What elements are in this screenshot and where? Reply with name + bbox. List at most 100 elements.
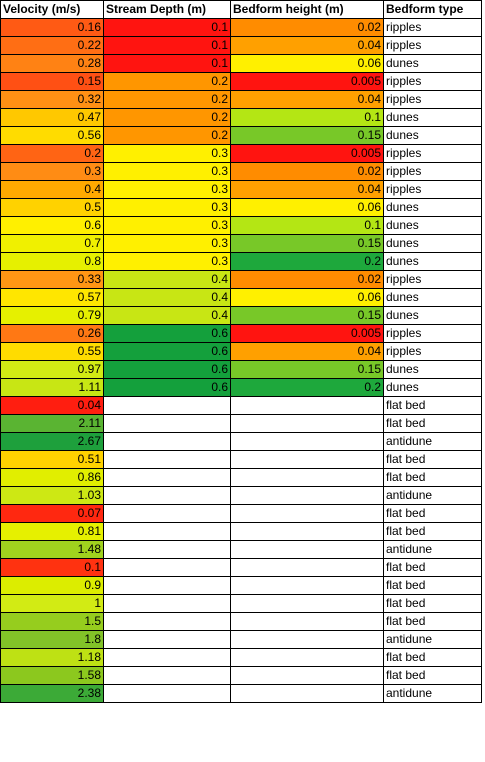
velocity-cell[interactable]: 1	[0, 594, 104, 613]
type-cell[interactable]: antidune	[383, 540, 482, 559]
header-bedform-height[interactable]: Bedform height (m)	[230, 0, 384, 19]
depth-cell[interactable]: 0.4	[103, 270, 231, 289]
depth-cell[interactable]: 0.3	[103, 216, 231, 235]
depth-cell[interactable]	[103, 450, 231, 469]
velocity-cell[interactable]: 1.58	[0, 666, 104, 685]
height-cell[interactable]: 0.005	[230, 144, 384, 163]
height-cell[interactable]: 0.2	[230, 378, 384, 397]
velocity-cell[interactable]: 0.32	[0, 90, 104, 109]
depth-cell[interactable]: 0.6	[103, 378, 231, 397]
velocity-cell[interactable]: 0.22	[0, 36, 104, 55]
velocity-cell[interactable]: 0.7	[0, 234, 104, 253]
height-cell[interactable]	[230, 396, 384, 415]
velocity-cell[interactable]: 0.3	[0, 162, 104, 181]
height-cell[interactable]: 0.04	[230, 180, 384, 199]
height-cell[interactable]: 0.02	[230, 162, 384, 181]
type-cell[interactable]: flat bed	[383, 612, 482, 631]
height-cell[interactable]	[230, 576, 384, 595]
velocity-cell[interactable]: 0.51	[0, 450, 104, 469]
velocity-cell[interactable]: 0.55	[0, 342, 104, 361]
velocity-cell[interactable]: 0.79	[0, 306, 104, 325]
type-cell[interactable]: dunes	[383, 288, 482, 307]
height-cell[interactable]: 0.005	[230, 324, 384, 343]
depth-cell[interactable]	[103, 666, 231, 685]
height-cell[interactable]	[230, 540, 384, 559]
depth-cell[interactable]: 0.3	[103, 198, 231, 217]
type-cell[interactable]: dunes	[383, 216, 482, 235]
velocity-cell[interactable]: 0.97	[0, 360, 104, 379]
depth-cell[interactable]: 0.1	[103, 18, 231, 37]
velocity-cell[interactable]: 0.26	[0, 324, 104, 343]
velocity-cell[interactable]: 0.47	[0, 108, 104, 127]
height-cell[interactable]	[230, 648, 384, 667]
height-cell[interactable]: 0.005	[230, 72, 384, 91]
depth-cell[interactable]: 0.1	[103, 36, 231, 55]
depth-cell[interactable]: 0.6	[103, 360, 231, 379]
type-cell[interactable]: ripples	[383, 36, 482, 55]
type-cell[interactable]: ripples	[383, 90, 482, 109]
velocity-cell[interactable]: 0.2	[0, 144, 104, 163]
type-cell[interactable]: antidune	[383, 432, 482, 451]
height-cell[interactable]	[230, 684, 384, 703]
velocity-cell[interactable]: 2.67	[0, 432, 104, 451]
height-cell[interactable]: 0.2	[230, 252, 384, 271]
height-cell[interactable]: 0.02	[230, 18, 384, 37]
velocity-cell[interactable]: 1.48	[0, 540, 104, 559]
type-cell[interactable]: ripples	[383, 180, 482, 199]
height-cell[interactable]: 0.06	[230, 198, 384, 217]
height-cell[interactable]	[230, 594, 384, 613]
type-cell[interactable]: ripples	[383, 72, 482, 91]
depth-cell[interactable]: 0.1	[103, 54, 231, 73]
height-cell[interactable]: 0.15	[230, 306, 384, 325]
depth-cell[interactable]: 0.6	[103, 324, 231, 343]
velocity-cell[interactable]: 1.11	[0, 378, 104, 397]
height-cell[interactable]	[230, 486, 384, 505]
depth-cell[interactable]: 0.3	[103, 180, 231, 199]
depth-cell[interactable]	[103, 522, 231, 541]
depth-cell[interactable]: 0.2	[103, 126, 231, 145]
height-cell[interactable]: 0.06	[230, 54, 384, 73]
velocity-cell[interactable]: 0.86	[0, 468, 104, 487]
type-cell[interactable]: ripples	[383, 324, 482, 343]
height-cell[interactable]: 0.15	[230, 234, 384, 253]
height-cell[interactable]: 0.06	[230, 288, 384, 307]
velocity-cell[interactable]: 0.5	[0, 198, 104, 217]
depth-cell[interactable]	[103, 504, 231, 523]
depth-cell[interactable]: 0.3	[103, 252, 231, 271]
velocity-cell[interactable]: 1.18	[0, 648, 104, 667]
depth-cell[interactable]: 0.3	[103, 162, 231, 181]
depth-cell[interactable]	[103, 576, 231, 595]
velocity-cell[interactable]: 0.28	[0, 54, 104, 73]
height-cell[interactable]	[230, 666, 384, 685]
height-cell[interactable]: 0.04	[230, 36, 384, 55]
type-cell[interactable]: dunes	[383, 378, 482, 397]
type-cell[interactable]: ripples	[383, 270, 482, 289]
height-cell[interactable]	[230, 630, 384, 649]
velocity-cell[interactable]: 1.8	[0, 630, 104, 649]
velocity-cell[interactable]: 1.03	[0, 486, 104, 505]
depth-cell[interactable]: 0.2	[103, 72, 231, 91]
height-cell[interactable]	[230, 450, 384, 469]
velocity-cell[interactable]: 0.04	[0, 396, 104, 415]
depth-cell[interactable]	[103, 612, 231, 631]
type-cell[interactable]: flat bed	[383, 414, 482, 433]
height-cell[interactable]: 0.15	[230, 360, 384, 379]
velocity-cell[interactable]: 0.4	[0, 180, 104, 199]
height-cell[interactable]: 0.04	[230, 90, 384, 109]
depth-cell[interactable]: 0.3	[103, 144, 231, 163]
velocity-cell[interactable]: 0.57	[0, 288, 104, 307]
velocity-cell[interactable]: 0.1	[0, 558, 104, 577]
depth-cell[interactable]: 0.4	[103, 306, 231, 325]
type-cell[interactable]: antidune	[383, 486, 482, 505]
height-cell[interactable]	[230, 504, 384, 523]
type-cell[interactable]: flat bed	[383, 666, 482, 685]
velocity-cell[interactable]: 0.8	[0, 252, 104, 271]
type-cell[interactable]: dunes	[383, 360, 482, 379]
type-cell[interactable]: ripples	[383, 144, 482, 163]
type-cell[interactable]: ripples	[383, 342, 482, 361]
depth-cell[interactable]: 0.2	[103, 108, 231, 127]
depth-cell[interactable]	[103, 396, 231, 415]
velocity-cell[interactable]: 1.5	[0, 612, 104, 631]
velocity-cell[interactable]: 0.9	[0, 576, 104, 595]
depth-cell[interactable]: 0.6	[103, 342, 231, 361]
